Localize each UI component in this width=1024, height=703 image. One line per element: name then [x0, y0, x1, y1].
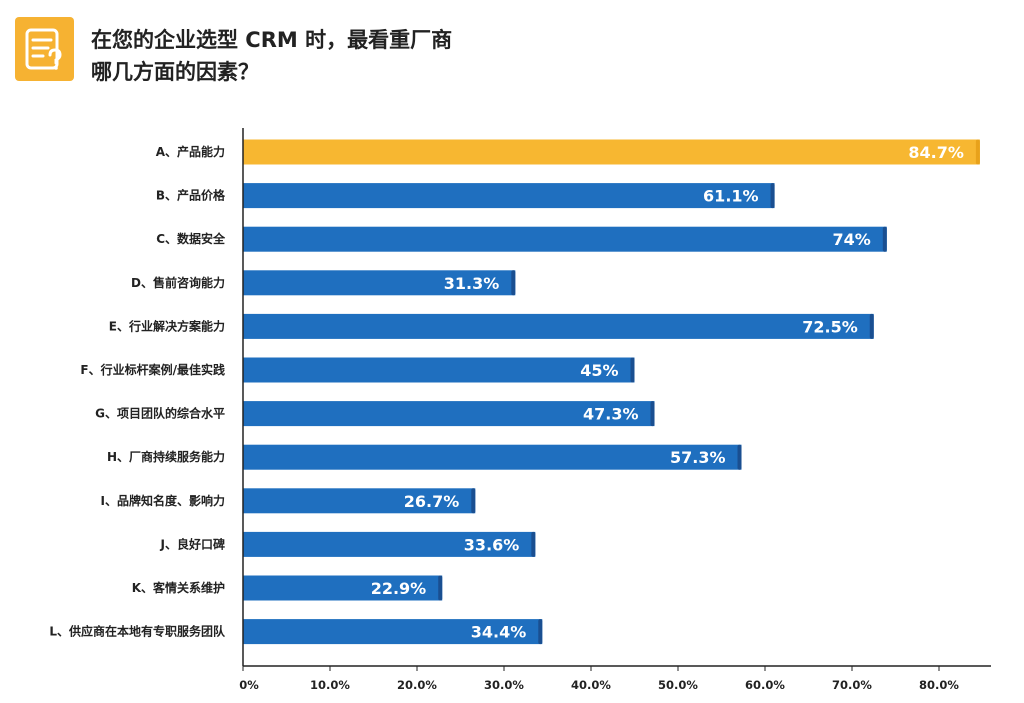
bar-end-cap: [471, 488, 476, 514]
bar: [243, 226, 887, 252]
x-tick-label: 40.0%: [571, 678, 611, 692]
x-tick-label: 20.0%: [397, 678, 437, 692]
bar-value-label: 57.3%: [670, 448, 726, 467]
bar-value-label: 31.3%: [444, 274, 500, 293]
bar-end-cap: [511, 270, 516, 296]
bar: [243, 619, 543, 645]
category-label: K、客情关系维护: [132, 580, 225, 595]
bar-group: A、产品能力 84.7%: [156, 139, 980, 165]
bar-end-cap: [538, 619, 543, 645]
category-label: L、供应商在本地有专职服务团队: [49, 624, 226, 639]
bar-value-label: 45%: [580, 361, 618, 380]
bar: [243, 488, 476, 514]
bar-end-cap: [737, 444, 742, 470]
category-label: F、行业标杆案例/最佳实践: [80, 362, 225, 377]
bar-group: C、数据安全 74%: [156, 226, 887, 252]
bar-end-cap: [975, 139, 980, 165]
bar-end-cap: [882, 226, 887, 252]
bar-value-label: 33.6%: [464, 535, 520, 554]
category-label: G、项目团队的综合水平: [95, 406, 225, 421]
category-label: E、行业解决方案能力: [109, 318, 225, 333]
bar-value-label: 61.1%: [703, 187, 759, 206]
bar: [243, 139, 980, 165]
x-tick-label: 30.0%: [484, 678, 524, 692]
chart-title: 在您的企业选型 CRM 时，最看重厂商 哪几方面的因素？: [91, 24, 452, 88]
chart-title-line-1: 在您的企业选型 CRM 时，最看重厂商: [91, 28, 453, 52]
category-label: H、厂商持续服务能力: [107, 449, 225, 464]
category-label: B、产品价格: [156, 188, 226, 203]
bar-value-label: 34.4%: [471, 623, 527, 642]
bar: [243, 531, 536, 557]
x-tick-label: 70.0%: [832, 678, 872, 692]
bar-end-cap: [438, 575, 443, 601]
bar-group: I、品牌知名度、影响力 26.7%: [101, 488, 476, 514]
bar-group: H、厂商持续服务能力 57.3%: [107, 444, 742, 470]
category-label: J、良好口碑: [160, 536, 225, 551]
x-tick-label: 60.0%: [745, 678, 785, 692]
bar-end-cap: [869, 313, 874, 339]
bar-group: K、客情关系维护 22.9%: [132, 575, 443, 601]
bar-value-label: 47.3%: [583, 405, 639, 424]
chart-title-line-2: 哪几方面的因素？: [91, 60, 259, 84]
bar-group: G、项目团队的综合水平 47.3%: [95, 401, 655, 427]
bar-group: F、行业标杆案例/最佳实践 45%: [80, 357, 635, 383]
category-label: D、售前咨询能力: [131, 275, 225, 290]
x-tick-label: 80.0%: [919, 678, 959, 692]
bar-group: D、售前咨询能力 31.3%: [131, 270, 516, 296]
bar-end-cap: [650, 401, 655, 427]
bar: [243, 313, 874, 339]
x-tick-label: 10.0%: [310, 678, 350, 692]
survey-question-icon: [15, 17, 74, 81]
bar-value-label: 72.5%: [802, 317, 858, 336]
category-label: C、数据安全: [156, 231, 226, 246]
bar-group: E、行业解决方案能力 72.5%: [109, 313, 874, 339]
bar-value-label: 74%: [833, 230, 871, 249]
bar-value-label: 26.7%: [404, 492, 460, 511]
bar-group: B、产品价格 61.1%: [156, 183, 775, 209]
bar: [243, 183, 775, 209]
bar: [243, 357, 635, 383]
bar: [243, 270, 516, 296]
x-tick-label: 50.0%: [658, 678, 698, 692]
bar-value-label: 84.7%: [908, 143, 964, 162]
bar: [243, 401, 655, 427]
bar-group: J、良好口碑 33.6%: [160, 531, 536, 557]
bar-end-cap: [630, 357, 635, 383]
bar: [243, 575, 443, 601]
bar-end-cap: [770, 183, 775, 209]
bar-group: L、供应商在本地有专职服务团队 34.4%: [49, 619, 543, 645]
x-tick-label: 0%: [239, 678, 259, 692]
category-label: A、产品能力: [156, 144, 225, 159]
bar-end-cap: [531, 531, 536, 557]
category-label: I、品牌知名度、影响力: [101, 493, 225, 508]
bar: [243, 444, 742, 470]
bar-value-label: 22.9%: [371, 579, 427, 598]
